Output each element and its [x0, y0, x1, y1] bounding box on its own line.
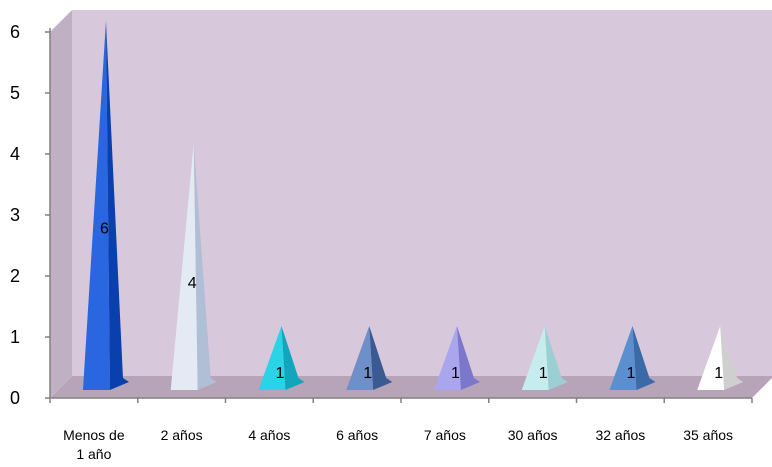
data-label: 4: [188, 275, 197, 292]
pyramid-bar: [346, 326, 393, 390]
pyramid-bar: [521, 326, 568, 390]
y-tick-label: 6: [10, 22, 20, 42]
pyramid-bar: [609, 326, 656, 390]
pyramid-face-front: [82, 21, 110, 390]
y-tick-label: 3: [10, 205, 20, 225]
x-tick-label: 35 años: [683, 427, 733, 443]
pyramid-face-side: [632, 326, 656, 390]
x-tick-label: Menos de 1 año: [63, 427, 125, 462]
pyramid-face-side: [105, 21, 129, 390]
x-tick-label: 2 años: [161, 427, 203, 443]
pyramid-face-front: [697, 326, 725, 390]
x-tick-label: 32 años: [595, 427, 645, 443]
pyramid-face-front: [170, 143, 198, 390]
y-tick-label: 2: [10, 266, 20, 286]
pyramid-bar: [258, 326, 305, 390]
pyramid-bar: [697, 326, 744, 390]
data-label: 1: [363, 365, 372, 382]
chart-side-wall: [50, 10, 72, 398]
data-labels: 6 4 1 1 1 1 1 1: [100, 220, 723, 382]
data-label: 1: [451, 365, 460, 382]
y-tick-label: 4: [10, 144, 20, 164]
pyramid-bar: [433, 326, 480, 390]
pyramid-face-side: [369, 326, 393, 390]
data-label: 1: [275, 365, 284, 382]
x-tick-label: 30 años: [508, 427, 558, 443]
data-label: 1: [626, 365, 635, 382]
y-tick-label: 0: [10, 388, 20, 408]
x-tick-label: 6 años: [336, 427, 378, 443]
y-tick-label: 5: [10, 83, 20, 103]
data-label: 6: [100, 220, 109, 237]
pyramid-bar: [170, 143, 217, 390]
pyramid-face-side: [193, 143, 217, 390]
data-label: 1: [714, 365, 723, 382]
x-tick-label: 7 años: [424, 427, 466, 443]
pyramid-bar: [82, 21, 129, 390]
pyramid-face-front: [609, 326, 637, 390]
chart-floor: [50, 376, 772, 398]
pyramid-bars: [82, 21, 744, 390]
pyramid-face-side: [544, 326, 568, 390]
y-axis-ticks: 0 1 2 3 4 5 6: [10, 22, 50, 408]
pyramid-face-side: [281, 326, 305, 390]
pyramid-face-front: [346, 326, 374, 390]
x-axis-ticks: Menos de 1 año 2 años 4 años 6 años 7 años 30 …: [49, 398, 753, 462]
pyramid-face-front: [521, 326, 549, 390]
pyramid-face-side: [720, 326, 744, 390]
x-tick-label: 4 años: [248, 427, 290, 443]
y-tick-label: 1: [10, 327, 20, 347]
data-label: 1: [539, 365, 548, 382]
pyramid-face-front: [433, 326, 461, 390]
pyramid-face-side: [456, 326, 480, 390]
chart-back-wall: [72, 10, 772, 376]
pyramid-face-front: [258, 326, 286, 390]
